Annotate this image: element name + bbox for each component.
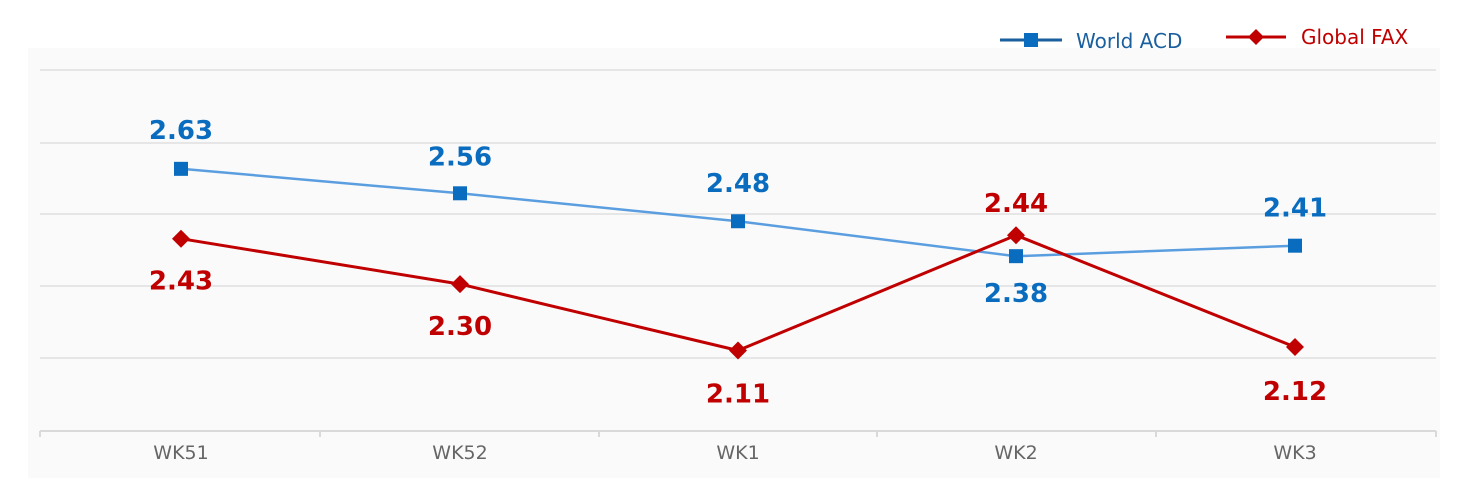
plot-background bbox=[28, 48, 1440, 478]
data-point-global-fax[interactable] bbox=[729, 341, 747, 360]
data-label-global-fax: 2.43 bbox=[149, 267, 213, 297]
x-axis: WK51 WK52 WK1 WK2 WK3 bbox=[39, 430, 1437, 464]
x-tick-label: WK1 bbox=[716, 442, 759, 464]
data-label-global-fax: 2.12 bbox=[1263, 377, 1327, 407]
data-point-global-fax[interactable] bbox=[1007, 226, 1025, 245]
legend-label-world-acd: World ACD bbox=[1076, 29, 1182, 53]
data-point-world-acd[interactable] bbox=[1009, 249, 1023, 264]
x-tick-label: WK3 bbox=[1273, 442, 1316, 464]
x-tick-label: WK52 bbox=[432, 442, 487, 464]
chart-legend: World ACD Global FAX bbox=[1000, 25, 1409, 53]
data-label-global-fax: 2.44 bbox=[984, 189, 1048, 219]
data-point-world-acd[interactable] bbox=[174, 161, 188, 176]
data-label-global-fax: 2.11 bbox=[706, 380, 770, 410]
legend-item-global-fax[interactable]: Global FAX bbox=[1226, 25, 1409, 49]
data-label-world-acd: 2.56 bbox=[428, 142, 492, 172]
legend-diamond-marker-icon bbox=[1248, 29, 1264, 45]
legend-label-global-fax: Global FAX bbox=[1301, 25, 1409, 49]
data-label-world-acd: 2.48 bbox=[706, 169, 770, 199]
legend-item-world-acd[interactable]: World ACD bbox=[1000, 29, 1182, 53]
data-label-global-fax: 2.30 bbox=[428, 312, 492, 342]
data-point-global-fax[interactable] bbox=[172, 229, 190, 248]
series-markers bbox=[172, 161, 1304, 360]
data-label-world-acd: 2.63 bbox=[149, 116, 213, 146]
data-point-world-acd[interactable] bbox=[453, 186, 467, 201]
data-labels: 2.63 2.56 2.48 2.38 2.41 2.43 2.30 2.11 2.44 2.12 bbox=[149, 116, 1327, 410]
x-tick-label: WK51 bbox=[153, 442, 208, 464]
data-point-global-fax[interactable] bbox=[1286, 337, 1304, 356]
data-label-world-acd: 2.41 bbox=[1263, 194, 1327, 224]
data-label-world-acd: 2.38 bbox=[984, 279, 1048, 309]
x-tick-label: WK2 bbox=[994, 442, 1037, 464]
data-point-world-acd[interactable] bbox=[731, 214, 745, 229]
data-point-global-fax[interactable] bbox=[451, 275, 469, 294]
data-point-world-acd[interactable] bbox=[1288, 238, 1302, 253]
legend-square-marker-icon bbox=[1024, 33, 1038, 47]
